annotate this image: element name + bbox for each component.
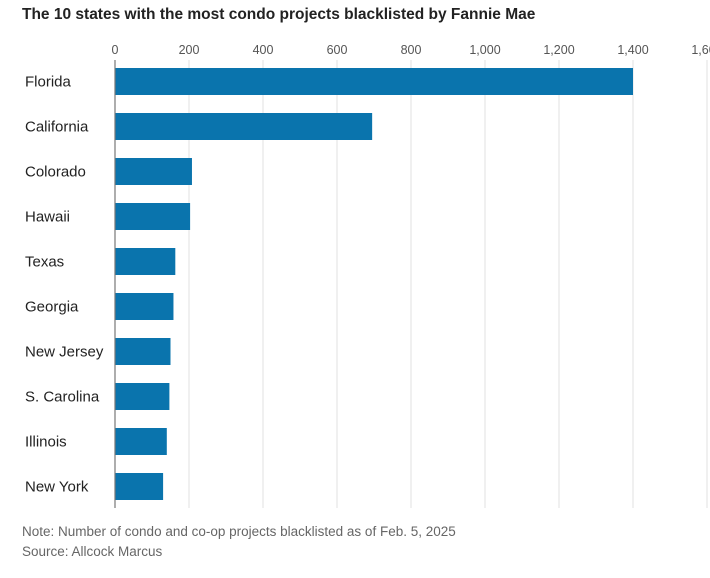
category-labels: Florida California Colorado Hawaii Texas Geor… xyxy=(25,74,104,496)
category-label: Florida xyxy=(25,74,72,91)
x-tick-label: 1,400 xyxy=(617,43,648,57)
x-axis-ticks: 0 200 400 600 800 1,000 1,200 1,400 1,600 xyxy=(112,43,710,57)
category-label: California xyxy=(25,119,89,136)
x-tick-label: 400 xyxy=(253,43,274,57)
chart-title: The 10 states with the most condo projec… xyxy=(22,6,536,23)
category-label: Hawaii xyxy=(25,209,70,226)
bar-texas xyxy=(115,248,176,275)
bar-new-york xyxy=(115,473,164,500)
bar-illinois xyxy=(115,428,167,455)
bars xyxy=(115,68,633,500)
x-tick-label: 0 xyxy=(112,43,119,57)
bar-california xyxy=(115,113,373,140)
grid-lines xyxy=(188,60,708,508)
category-label: Georgia xyxy=(25,299,79,316)
x-tick-label: 1,000 xyxy=(469,43,500,57)
chart-note: Note: Number of condo and co-op projects… xyxy=(22,524,456,539)
bar-florida xyxy=(115,68,633,95)
category-label: Texas xyxy=(25,254,64,271)
category-label: Illinois xyxy=(25,434,67,451)
bar-s-carolina xyxy=(115,383,170,410)
x-tick-label: 1,600 xyxy=(691,43,710,57)
x-tick-label: 600 xyxy=(327,43,348,57)
bar-new-jersey xyxy=(115,338,171,365)
x-tick-label: 1,200 xyxy=(543,43,574,57)
category-label: S. Carolina xyxy=(25,389,100,406)
category-label: Colorado xyxy=(25,164,86,181)
category-label: New Jersey xyxy=(25,344,104,361)
bar-georgia xyxy=(115,293,174,320)
chart-source: Source: Allcock Marcus xyxy=(22,544,163,559)
bar-colorado xyxy=(115,158,192,185)
x-tick-label: 200 xyxy=(179,43,200,57)
x-tick-label: 800 xyxy=(401,43,422,57)
category-label: New York xyxy=(25,479,89,496)
bar-hawaii xyxy=(115,203,191,230)
